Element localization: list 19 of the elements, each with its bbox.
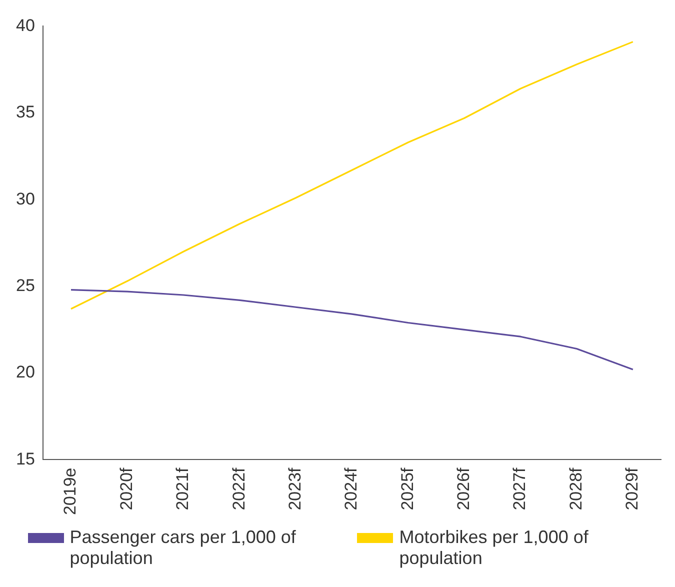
x-tick-label: 2028f bbox=[566, 467, 586, 510]
y-tick-label: 40 bbox=[16, 16, 35, 35]
x-tick-label: 2026f bbox=[454, 467, 474, 510]
x-tick-label: 2023f bbox=[285, 467, 304, 510]
y-tick-label: 35 bbox=[16, 102, 35, 122]
x-tick-label: 2020f bbox=[116, 467, 136, 510]
x-tick-label: 2029f bbox=[622, 467, 642, 510]
x-tick-label: 2024f bbox=[342, 467, 361, 510]
legend-label: Passenger cars per 1,000 of population bbox=[70, 527, 297, 569]
x-tick-label: 2019e bbox=[60, 468, 80, 516]
y-tick-label: 15 bbox=[16, 449, 35, 468]
x-tick-label: 2022f bbox=[229, 467, 248, 510]
x-tick-label: 2027f bbox=[510, 467, 530, 510]
x-tick-label: 2025f bbox=[398, 467, 417, 510]
legend-label: Motorbikes per 1,000 of population bbox=[399, 527, 590, 569]
y-tick-label: 30 bbox=[16, 189, 35, 208]
y-tick-label: 25 bbox=[16, 276, 35, 296]
y-tick-label: 20 bbox=[16, 362, 35, 382]
x-tick-label: 2021f bbox=[173, 467, 192, 510]
